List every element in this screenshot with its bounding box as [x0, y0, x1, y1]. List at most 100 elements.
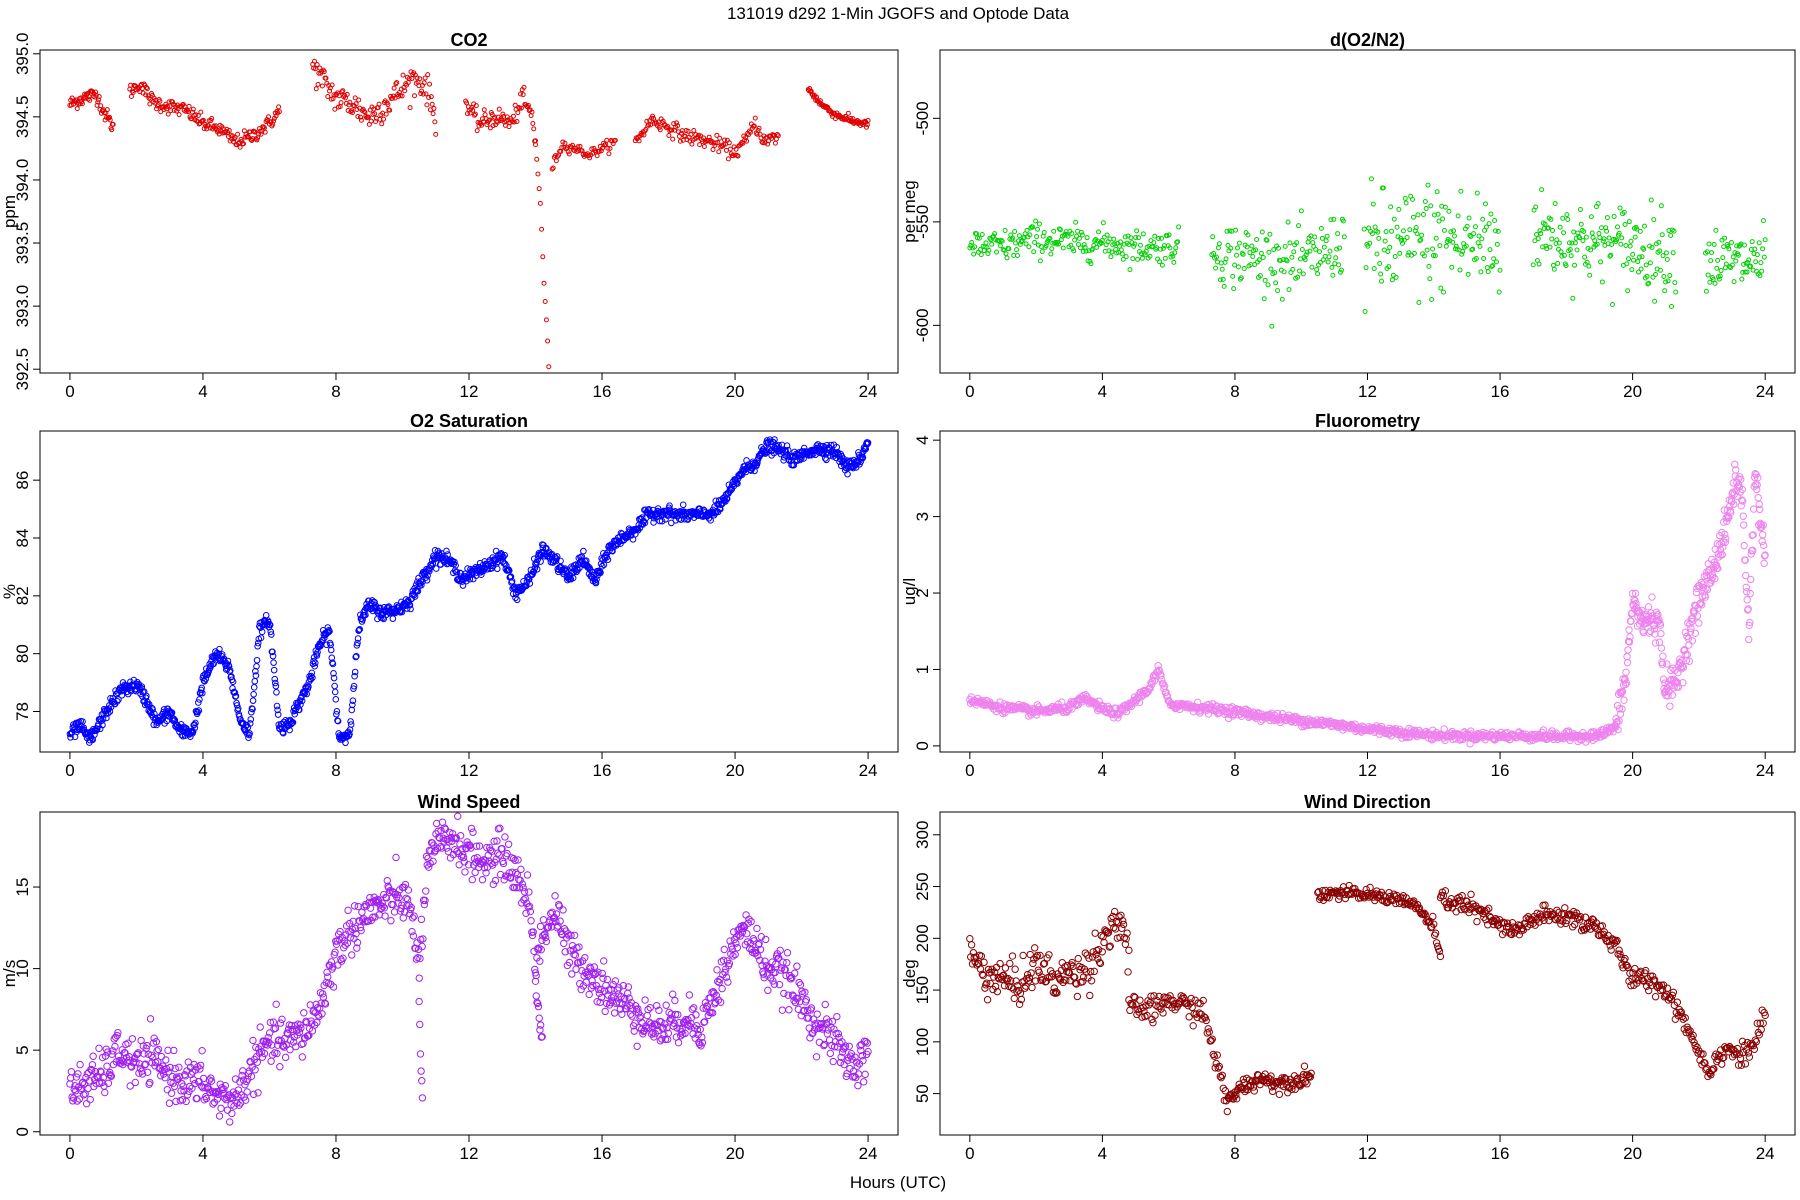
data-point	[246, 720, 254, 727]
y-tick-label: 393.0	[13, 285, 32, 328]
data-point	[171, 716, 179, 724]
data-point	[1668, 304, 1674, 310]
data-point	[1014, 252, 1020, 258]
data-point	[274, 711, 282, 718]
data-point	[1002, 228, 1008, 234]
data-point	[1121, 241, 1127, 247]
data-point	[98, 717, 105, 725]
data-point	[237, 144, 243, 150]
data-point	[992, 231, 998, 237]
data-point	[1327, 248, 1333, 254]
data-point	[147, 101, 153, 107]
data-point	[1313, 246, 1319, 252]
data-point	[1670, 250, 1676, 256]
x-tick-label: 0	[65, 1144, 74, 1163]
data-point	[1264, 237, 1270, 243]
data-point	[94, 725, 101, 733]
data-point	[240, 141, 246, 147]
data-point	[472, 111, 478, 117]
data-point	[1465, 271, 1471, 277]
data-point	[426, 94, 432, 100]
data-point	[1636, 254, 1642, 260]
data-point	[1437, 243, 1443, 249]
data-point	[246, 730, 253, 737]
data-point	[1230, 273, 1236, 279]
data-point	[186, 103, 192, 109]
y-tick-label: 393.5	[13, 222, 32, 265]
data-point	[1713, 227, 1719, 233]
data-point	[143, 692, 150, 700]
data-point	[1631, 257, 1637, 263]
data-point	[1422, 199, 1428, 204]
data-point	[865, 117, 871, 123]
data-point	[1426, 263, 1432, 269]
y-tick-label: -500	[913, 101, 932, 135]
data-point	[236, 712, 243, 720]
data-point	[1317, 249, 1323, 255]
x-tick-label: 20	[726, 1144, 745, 1163]
data-point	[1429, 297, 1435, 303]
data-point	[1574, 247, 1580, 253]
data-point	[1362, 309, 1368, 315]
data-point	[1558, 249, 1564, 255]
data-point	[1276, 245, 1281, 251]
data-point	[1224, 228, 1230, 234]
data-point	[245, 133, 251, 139]
data-point	[1016, 233, 1022, 239]
data-point	[1741, 261, 1747, 267]
data-point	[1485, 269, 1491, 275]
data-point	[1329, 264, 1335, 270]
data-point	[430, 111, 436, 117]
panel-title: Fluorometry	[1315, 411, 1420, 431]
data-point	[1709, 250, 1715, 256]
data-point	[1548, 216, 1554, 222]
data-point	[1441, 227, 1447, 233]
data-point	[1725, 243, 1731, 249]
data-point	[1404, 235, 1410, 241]
data-point	[229, 678, 237, 686]
data-point	[474, 128, 480, 134]
data-point	[1337, 269, 1343, 275]
data-point	[165, 111, 171, 117]
x-tick-label: 24	[1756, 382, 1775, 401]
data-point	[1648, 197, 1654, 203]
data-point	[245, 734, 252, 742]
data-point	[249, 697, 257, 704]
data-point	[605, 145, 611, 151]
data-point	[1043, 243, 1049, 249]
x-tick-label: 0	[965, 382, 974, 401]
data-point	[244, 134, 250, 140]
data-point	[1572, 240, 1578, 246]
data-point	[1389, 228, 1395, 234]
data-point	[1442, 204, 1448, 210]
data-point	[1666, 228, 1672, 234]
data-point	[276, 104, 282, 110]
data-point	[231, 689, 239, 696]
data-point	[239, 720, 247, 728]
data-point	[261, 124, 267, 130]
data-point	[1122, 234, 1128, 240]
data-point	[1476, 233, 1482, 239]
data-point	[1495, 228, 1501, 234]
data-point	[760, 140, 766, 146]
data-point	[1710, 277, 1716, 283]
data-point	[1446, 208, 1452, 214]
data-point	[1460, 249, 1466, 255]
data-point	[1745, 260, 1751, 266]
data-point	[1637, 228, 1643, 234]
data-point	[1221, 283, 1227, 289]
data-point	[969, 239, 975, 245]
data-point	[1128, 235, 1134, 241]
data-point	[1600, 238, 1606, 244]
data-point	[681, 133, 687, 139]
data-point	[1609, 242, 1615, 248]
data-point	[1371, 266, 1377, 272]
data-point	[1614, 237, 1620, 243]
data-point	[353, 101, 359, 107]
data-point	[1427, 276, 1433, 282]
data-point	[1759, 268, 1765, 274]
data-point	[1219, 266, 1225, 272]
data-point	[1604, 228, 1610, 234]
data-point	[1561, 230, 1567, 236]
